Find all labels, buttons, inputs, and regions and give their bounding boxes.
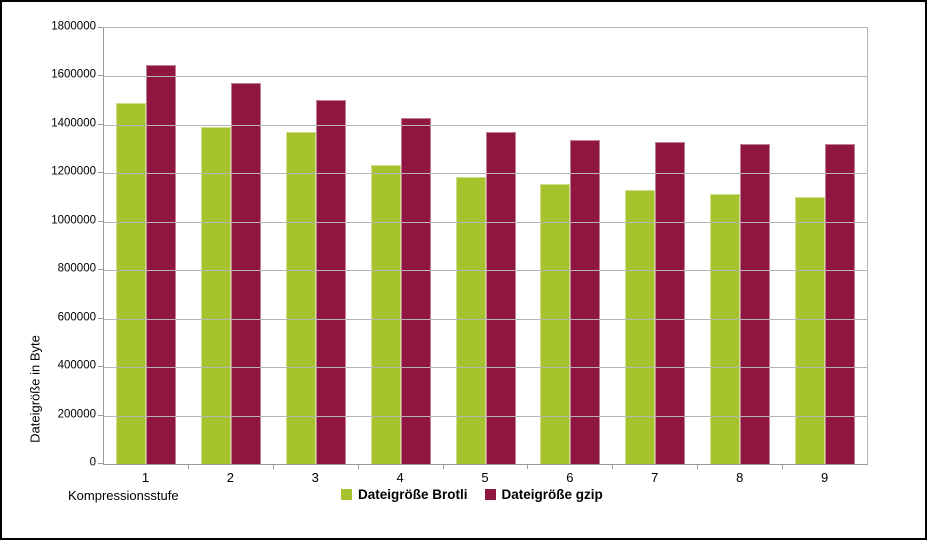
gridline-1200000 xyxy=(104,173,867,175)
y-axis-label-1400000: 1400000 xyxy=(51,117,96,130)
bar-gzip-9 xyxy=(824,144,855,464)
y-axis-label-1600000: 1600000 xyxy=(51,68,96,81)
plot-area xyxy=(103,27,868,465)
y-axis-labels: 0 200000 400000 600000 800000 1000000 1200000 1… xyxy=(0,21,96,468)
x-axis-title: Kompressionsstufe xyxy=(68,488,179,503)
bar-pair-5 xyxy=(455,132,516,464)
y-tick-200000 xyxy=(98,414,103,416)
x-axis-label-9: 9 xyxy=(820,470,829,485)
bar-group-8 xyxy=(697,28,782,464)
y-tick-600000 xyxy=(98,317,103,319)
gridline-800000 xyxy=(104,270,867,272)
y-tick-1800000 xyxy=(98,27,103,28)
y-axis-label-200000: 200000 xyxy=(57,407,96,420)
bar-pair-2 xyxy=(201,83,262,464)
bar-pair-8 xyxy=(709,144,770,464)
bar-brotli-4 xyxy=(370,165,401,464)
bar-brotli-3 xyxy=(285,132,316,464)
bar-brotli-5 xyxy=(455,177,486,464)
bar-pair-4 xyxy=(370,118,431,464)
bar-group-7 xyxy=(613,28,698,464)
x-tick-2 xyxy=(272,464,274,469)
bar-group-5 xyxy=(443,28,528,464)
y-tick-0 xyxy=(98,463,103,464)
legend-item-brotli: Dateigröße Brotli xyxy=(341,487,468,502)
x-axis-label-8: 8 xyxy=(736,470,744,485)
bar-brotli-9 xyxy=(794,197,825,464)
y-tick-400000 xyxy=(98,366,103,368)
x-tick-8 xyxy=(782,464,784,469)
y-axis-ticks xyxy=(98,27,103,464)
bar-brotli-2 xyxy=(201,127,232,464)
bar-pair-6 xyxy=(540,140,601,464)
bar-pair-9 xyxy=(794,144,855,464)
bar-pair-1 xyxy=(116,65,177,464)
x-axis-ticks xyxy=(103,464,867,469)
x-axis-label-5: 5 xyxy=(481,470,489,485)
bar-gzip-2 xyxy=(231,83,262,464)
gridline-400000 xyxy=(104,367,867,369)
x-axis-label-2: 2 xyxy=(226,470,234,485)
y-axis-label-800000: 800000 xyxy=(57,262,96,275)
x-axis-labels: 1 2 3 4 5 6 7 8 9 xyxy=(103,470,867,485)
bar-brotli-7 xyxy=(625,190,656,464)
y-tick-1000000 xyxy=(98,220,103,222)
y-axis-label-0: 0 xyxy=(89,456,96,469)
bar-group-2 xyxy=(189,28,274,464)
bar-group-1 xyxy=(104,28,189,464)
x-axis-label-6: 6 xyxy=(566,470,574,485)
bar-pair-7 xyxy=(625,142,686,464)
x-tick-1 xyxy=(187,464,189,469)
gridline-600000 xyxy=(104,318,867,320)
bar-group-3 xyxy=(274,28,359,464)
bar-group-9 xyxy=(782,28,867,464)
x-tick-4 xyxy=(442,464,444,469)
legend-label-brotli: Dateigröße Brotli xyxy=(358,487,468,502)
y-axis-label-1800000: 1800000 xyxy=(51,20,96,33)
bar-brotli-6 xyxy=(540,184,571,464)
y-axis-label-1000000: 1000000 xyxy=(51,214,96,227)
legend-item-gzip: Dateigröße gzip xyxy=(484,487,603,502)
bar-gzip-3 xyxy=(315,100,346,464)
bar-gzip-5 xyxy=(485,132,516,464)
x-tick-6 xyxy=(612,464,614,469)
bar-group-4 xyxy=(358,28,443,464)
y-tick-1400000 xyxy=(98,123,103,125)
y-axis-label-400000: 400000 xyxy=(57,359,96,372)
gridline-1600000 xyxy=(104,76,867,78)
x-axis-label-1: 1 xyxy=(141,470,150,485)
gridline-1400000 xyxy=(104,124,867,126)
gridline-200000 xyxy=(104,415,867,417)
y-tick-1600000 xyxy=(98,75,103,77)
bar-group-6 xyxy=(528,28,613,464)
bar-gzip-7 xyxy=(655,142,686,464)
x-axis-label-3: 3 xyxy=(311,470,319,485)
legend-label-gzip: Dateigröße gzip xyxy=(501,487,603,502)
bars-layer xyxy=(104,28,867,464)
bar-gzip-8 xyxy=(739,144,770,464)
legend: Dateigröße Brotli Dateigröße gzip xyxy=(341,487,603,502)
bar-gzip-4 xyxy=(400,118,431,464)
y-axis-label-1200000: 1200000 xyxy=(51,165,96,178)
bar-gzip-6 xyxy=(570,140,601,464)
bar-brotli-8 xyxy=(709,194,740,464)
y-tick-1200000 xyxy=(98,172,103,174)
bar-pair-3 xyxy=(285,100,346,464)
x-tick-5 xyxy=(527,464,529,469)
y-tick-800000 xyxy=(98,269,103,271)
x-tick-3 xyxy=(357,464,359,469)
legend-swatch-gzip-icon xyxy=(484,489,496,500)
gridline-1000000 xyxy=(104,221,867,223)
legend-swatch-brotli-icon xyxy=(341,489,352,500)
bar-brotli-1 xyxy=(116,103,147,464)
x-axis-label-4: 4 xyxy=(396,470,404,485)
x-tick-7 xyxy=(697,464,699,469)
y-axis-label-600000: 600000 xyxy=(57,310,96,323)
x-axis-label-7: 7 xyxy=(651,470,659,485)
bar-gzip-1 xyxy=(146,65,177,464)
